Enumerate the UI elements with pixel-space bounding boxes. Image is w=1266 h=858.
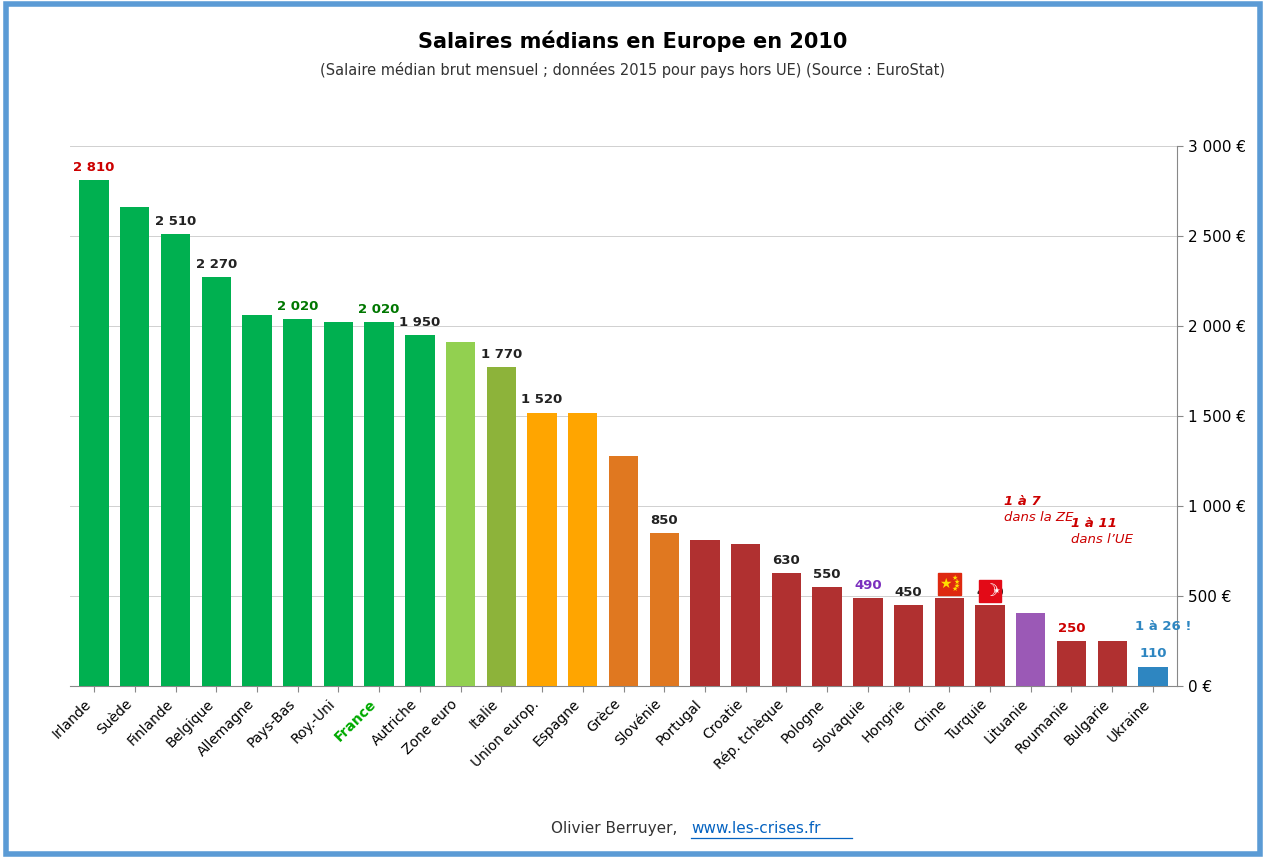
Bar: [772, 573, 801, 686]
Text: 2 510: 2 510: [154, 214, 196, 228]
Text: 1 à 11: 1 à 11: [1071, 517, 1118, 529]
Bar: [324, 323, 353, 686]
Bar: [242, 315, 272, 686]
Text: 550: 550: [813, 568, 841, 581]
Text: 2 020: 2 020: [358, 303, 400, 316]
Bar: [161, 234, 190, 686]
Text: (Salaire médian brut mensuel ; données 2015 pour pays hors UE) (Source : EuroSta: (Salaire médian brut mensuel ; données 2…: [320, 62, 946, 78]
Bar: [1098, 641, 1127, 686]
Bar: [979, 580, 1001, 601]
Text: ★: ★: [951, 576, 957, 581]
Bar: [1138, 667, 1167, 686]
Bar: [80, 180, 109, 686]
Text: 1 520: 1 520: [522, 393, 562, 406]
Text: 410: 410: [976, 586, 1004, 599]
Bar: [405, 335, 434, 686]
Text: 630: 630: [772, 553, 800, 566]
Text: 850: 850: [651, 514, 679, 527]
Bar: [528, 413, 557, 686]
Text: www.les-crises.fr: www.les-crises.fr: [691, 821, 820, 836]
Text: 450: 450: [895, 586, 923, 599]
Text: ★: ★: [939, 577, 952, 590]
Text: Olivier Berruyer,: Olivier Berruyer,: [551, 821, 687, 836]
Bar: [813, 587, 842, 686]
Text: 1 770: 1 770: [481, 348, 522, 361]
Bar: [568, 413, 598, 686]
Text: ★: ★: [953, 578, 960, 584]
Text: ★: ★: [951, 586, 957, 592]
Text: dans l’UE: dans l’UE: [1071, 533, 1133, 546]
Bar: [609, 456, 638, 686]
Bar: [938, 573, 961, 595]
Text: ☽: ☽: [982, 582, 998, 600]
Text: 1 à 7: 1 à 7: [1004, 495, 1041, 508]
Bar: [975, 606, 1005, 686]
Text: 110: 110: [1139, 647, 1167, 661]
Text: ★: ★: [953, 583, 960, 589]
Bar: [649, 533, 679, 686]
Bar: [730, 544, 761, 686]
Bar: [201, 277, 230, 686]
Bar: [1057, 641, 1086, 686]
Bar: [934, 598, 963, 686]
Text: Salaires médians en Europe en 2010: Salaires médians en Europe en 2010: [418, 30, 848, 51]
Text: 490: 490: [855, 579, 881, 592]
Bar: [120, 207, 149, 686]
Text: 1 950: 1 950: [399, 316, 441, 329]
Text: ★: ★: [993, 586, 1000, 595]
Bar: [853, 598, 882, 686]
Text: 1 à 26 !: 1 à 26 !: [1134, 620, 1191, 633]
Bar: [365, 323, 394, 686]
Bar: [446, 342, 475, 686]
Text: 250: 250: [1057, 622, 1085, 635]
Text: 2 270: 2 270: [196, 258, 237, 271]
Text: 2 020: 2 020: [277, 299, 318, 312]
Bar: [894, 606, 923, 686]
Bar: [486, 367, 517, 686]
Bar: [690, 541, 719, 686]
Bar: [1017, 613, 1046, 686]
Text: 2 810: 2 810: [73, 160, 115, 174]
Text: dans la ZE: dans la ZE: [1004, 511, 1074, 524]
Bar: [284, 319, 313, 686]
